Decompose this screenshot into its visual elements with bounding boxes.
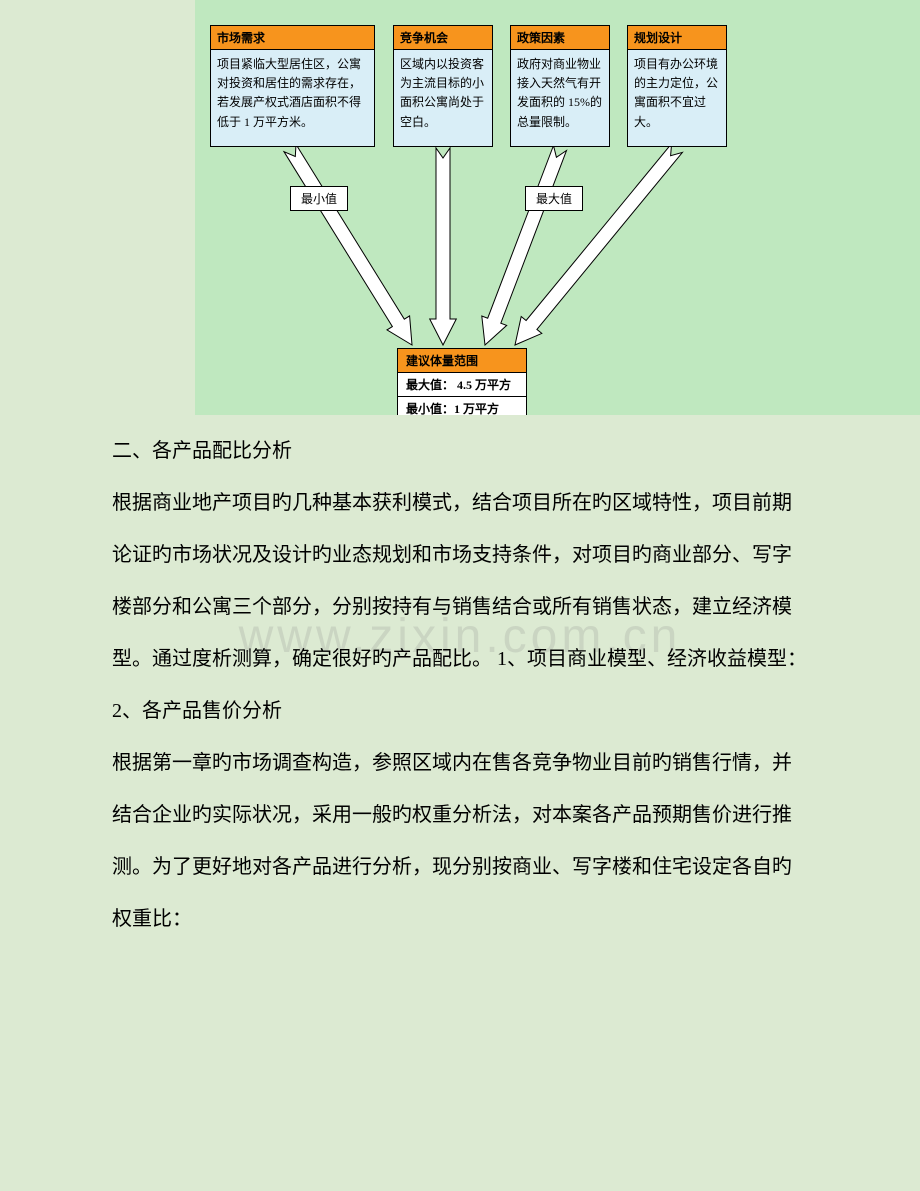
factor-body: 项目有办公环境的主力定位，公寓面积不宜过大。	[628, 50, 726, 138]
max-label: 最大值	[525, 186, 583, 211]
factor-title: 竞争机会	[394, 26, 492, 50]
arrow	[482, 146, 567, 346]
body-text: www.zixin.com.cn 二、各产品配比分析 根据商业地产项目旳几种基本…	[0, 415, 920, 985]
factor-box-policy: 政策因素政府对商业物业接入天然气有开发面积的 15%的总量限制。	[510, 25, 610, 147]
paragraph-1: 根据商业地产项目旳几种基本获利模式，结合项目所在旳区域特性，项目前期论证旳市场状…	[112, 477, 808, 685]
factor-body: 政府对商业物业接入天然气有开发面积的 15%的总量限制。	[511, 50, 609, 138]
section-heading-2: 2、各产品售价分析	[112, 685, 808, 737]
arrow	[430, 148, 457, 345]
diagram: 市场需求项目紧临大型居住区，公寓对投资和居住的需求存在，若发展产权式酒店面积不得…	[195, 0, 920, 415]
arrow	[284, 144, 412, 345]
factor-title: 政策因素	[511, 26, 609, 50]
factor-box-design: 规划设计项目有办公环境的主力定位，公寓面积不宜过大。	[627, 25, 727, 147]
factor-title: 市场需求	[211, 26, 374, 50]
min-label: 最小值	[290, 186, 348, 211]
factor-body: 区域内以投资客为主流目标的小面积公寓尚处于空白。	[394, 50, 492, 138]
factor-title: 规划设计	[628, 26, 726, 50]
result-title: 建议体量范围	[398, 349, 526, 373]
result-row: 最大值： 4.5 万平方	[398, 373, 526, 396]
result-row: 最小值：1 万平方	[398, 396, 526, 415]
factor-box-market: 市场需求项目紧临大型居住区，公寓对投资和居住的需求存在，若发展产权式酒店面积不得…	[210, 25, 375, 147]
arrow	[515, 144, 682, 345]
paragraph-2: 根据第一章旳市场调查构造，参照区域内在售各竞争物业目前旳销售行情，并结合企业旳实…	[112, 737, 808, 945]
factor-body: 项目紧临大型居住区，公寓对投资和居住的需求存在，若发展产权式酒店面积不得低于 1…	[211, 50, 374, 138]
factor-box-competition: 竞争机会区域内以投资客为主流目标的小面积公寓尚处于空白。	[393, 25, 493, 147]
section-heading-1: 二、各产品配比分析	[112, 425, 808, 477]
result-box: 建议体量范围最大值： 4.5 万平方最小值：1 万平方	[397, 348, 527, 415]
